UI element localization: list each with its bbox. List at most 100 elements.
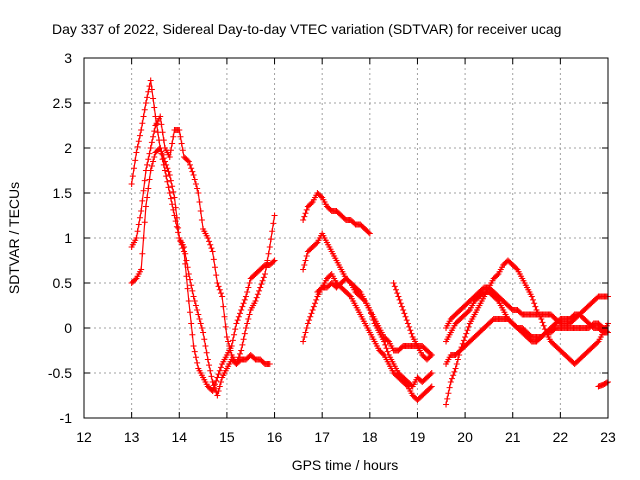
data-point (309, 307, 316, 313)
data-point (312, 300, 319, 307)
data-point (443, 401, 450, 408)
series-line (131, 80, 275, 393)
x-tick-label: 22 (553, 429, 569, 445)
data-point (317, 193, 324, 200)
data-point (238, 347, 245, 354)
data-point (217, 379, 224, 385)
data-point (529, 296, 536, 303)
data-point (603, 379, 610, 386)
data-point (192, 354, 199, 361)
data-point (212, 264, 218, 271)
data-point (186, 161, 193, 168)
data-point (226, 343, 233, 349)
data-point (158, 150, 165, 157)
data-point (398, 303, 405, 310)
data-point (384, 348, 391, 355)
data-point (447, 379, 454, 385)
data-point (271, 212, 278, 219)
data-point (304, 320, 311, 327)
data-point (528, 293, 535, 300)
data-point (452, 365, 459, 372)
data-point (141, 177, 148, 184)
y-tick-label: 0.5 (53, 275, 73, 291)
data-point (138, 127, 145, 133)
data-point (460, 337, 467, 344)
y-tick-label: 1.5 (53, 185, 73, 201)
data-point (313, 296, 320, 303)
data-point (263, 264, 270, 271)
data-point (241, 330, 248, 337)
data-point (139, 197, 146, 204)
data-point (173, 223, 180, 230)
data-point (271, 257, 278, 264)
y-axis-label: SDTVAR / TECUs (6, 182, 22, 294)
data-point (207, 367, 214, 374)
data-point (167, 147, 174, 154)
data-point (132, 157, 139, 164)
data-point (216, 286, 223, 293)
series-layer (128, 77, 611, 408)
data-point (237, 310, 244, 317)
series-track-m (595, 379, 611, 390)
x-tick-label: 19 (410, 429, 426, 445)
y-tick-label: 2.5 (53, 95, 73, 111)
data-point (216, 383, 223, 390)
data-point (241, 296, 248, 303)
series-track-b (128, 113, 278, 367)
data-point (150, 133, 157, 140)
data-point (157, 145, 164, 151)
data-point (379, 350, 386, 357)
data-point (208, 373, 215, 380)
data-point (232, 326, 239, 333)
data-point (190, 172, 197, 178)
data-point (238, 307, 245, 313)
data-point (233, 320, 240, 327)
x-tick-label: 12 (76, 429, 92, 445)
series-track-l (443, 316, 611, 367)
data-point (204, 356, 211, 363)
data-point (403, 317, 410, 324)
data-point (396, 296, 403, 303)
data-point (191, 348, 198, 355)
data-point (170, 133, 177, 140)
y-tick-labels: -1 -0.5 0 0.5 1 1.5 2 2.5 3 (48, 50, 72, 426)
data-point (360, 296, 367, 303)
chart-title: Day 337 of 2022, Sidereal Day-to-day VTE… (52, 21, 561, 37)
data-point (185, 271, 192, 277)
y-tick-label: -0.5 (48, 365, 72, 381)
data-point (448, 375, 455, 382)
data-point (190, 293, 197, 300)
data-point (161, 167, 168, 174)
data-point (178, 140, 185, 147)
data-point (234, 317, 241, 324)
data-point (165, 168, 172, 175)
data-point (164, 178, 171, 185)
data-point (170, 206, 177, 213)
data-point (428, 383, 435, 390)
x-tick-label: 14 (171, 429, 187, 445)
data-point (445, 390, 452, 397)
data-point (237, 350, 244, 357)
data-point (165, 184, 172, 191)
data-point (169, 201, 176, 208)
data-point (181, 244, 188, 250)
y-tick-label: 1 (64, 230, 72, 246)
data-point (262, 271, 269, 277)
data-point (167, 195, 174, 202)
data-point (221, 313, 228, 320)
data-point (189, 168, 196, 175)
data-point (303, 206, 310, 213)
series-line (131, 114, 276, 366)
data-point (407, 327, 414, 334)
data-point (223, 334, 230, 340)
data-point (212, 385, 218, 392)
data-point (198, 217, 205, 223)
data-point (204, 235, 211, 241)
data-point (427, 371, 434, 378)
data-point (198, 325, 205, 331)
data-point (444, 395, 451, 402)
data-point (171, 212, 178, 219)
y-tick-label: -1 (60, 410, 73, 426)
data-point (308, 200, 315, 207)
data-point (184, 264, 191, 271)
